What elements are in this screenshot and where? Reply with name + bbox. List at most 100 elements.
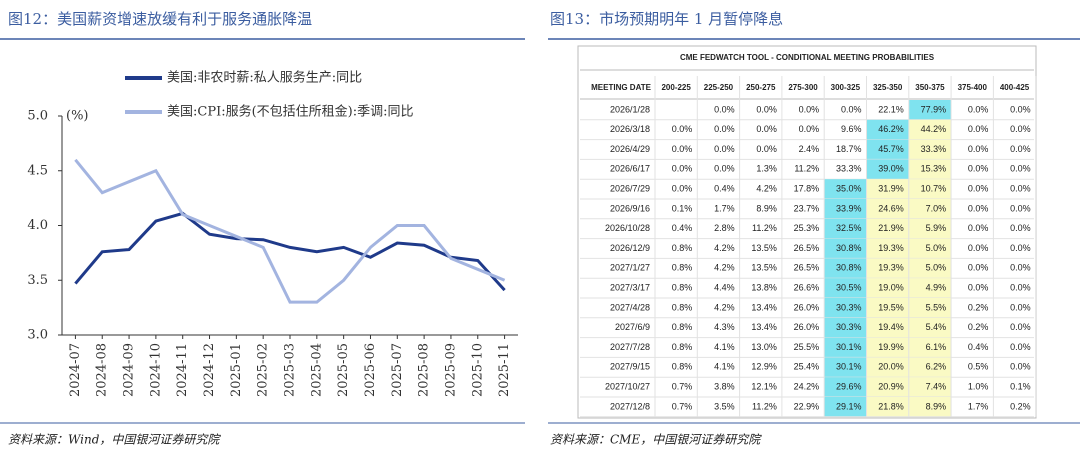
cell-highlight bbox=[866, 337, 909, 358]
series-line bbox=[74, 211, 506, 292]
cell: 19.3% bbox=[878, 243, 904, 253]
cell: 3.8% bbox=[714, 381, 735, 391]
row-date: 2026/1/28 bbox=[610, 104, 650, 114]
table-frame bbox=[577, 45, 1037, 419]
cell-highlight bbox=[908, 139, 952, 160]
cell-highlight bbox=[908, 159, 952, 180]
cell: 45.7% bbox=[878, 144, 904, 154]
header-cell: 200-225 bbox=[661, 83, 691, 92]
cell-highlight bbox=[824, 258, 867, 279]
cell: 0.0% bbox=[1010, 164, 1031, 174]
x-tick-label: 2024-07 bbox=[68, 343, 83, 397]
cell: 0.1% bbox=[1010, 381, 1031, 391]
cell: 0.8% bbox=[672, 302, 693, 312]
cell: 0.8% bbox=[672, 322, 693, 332]
cell-highlight bbox=[866, 397, 909, 417]
cell-highlight bbox=[866, 119, 909, 140]
x-tick-label: 2025-07 bbox=[390, 343, 405, 397]
cell: 46.2% bbox=[878, 124, 904, 134]
cell: 0.0% bbox=[1010, 104, 1031, 114]
cell: 12.1% bbox=[751, 381, 777, 391]
cell: 18.7% bbox=[836, 144, 862, 154]
cell-highlight bbox=[824, 238, 867, 259]
cell: 29.1% bbox=[836, 401, 862, 411]
cell: 21.9% bbox=[878, 223, 904, 233]
cell: 24.6% bbox=[878, 203, 904, 213]
x-tick-label: 2025-04 bbox=[309, 343, 324, 397]
cell: 0.2% bbox=[968, 302, 989, 312]
cell: 4.4% bbox=[714, 282, 735, 292]
cell: 0.0% bbox=[968, 183, 989, 193]
cell: 0.0% bbox=[1010, 144, 1031, 154]
cell: 0.0% bbox=[756, 124, 777, 134]
cell: 11.2% bbox=[752, 401, 777, 411]
cell: 25.4% bbox=[794, 362, 820, 372]
row-date: 2027/1/27 bbox=[610, 263, 650, 273]
cell: 24.2% bbox=[794, 381, 820, 391]
cell: 0.0% bbox=[799, 104, 820, 114]
x-tick-label: 2024-11 bbox=[175, 343, 190, 397]
cell: 33.9% bbox=[836, 203, 862, 213]
cell: 11.2% bbox=[794, 164, 819, 174]
row-date: 2027/4/28 bbox=[610, 302, 650, 312]
cell: 0.2% bbox=[1010, 401, 1031, 411]
cell: 20.9% bbox=[878, 381, 904, 391]
header-cell: 375-400 bbox=[958, 83, 988, 92]
cell: 13.5% bbox=[751, 263, 777, 273]
cell-highlight bbox=[908, 119, 952, 140]
cell: 26.5% bbox=[794, 263, 820, 273]
cell: 21.8% bbox=[878, 401, 904, 411]
cell: 5.0% bbox=[926, 263, 947, 273]
legend-label: 美国:非农时薪:私人服务生产:同比 bbox=[167, 70, 362, 86]
cell-highlight bbox=[908, 218, 952, 239]
row-date: 2027/7/28 bbox=[610, 342, 650, 352]
cell: 13.0% bbox=[751, 342, 777, 352]
cell: 25.5% bbox=[794, 342, 820, 352]
cell: 0.0% bbox=[672, 183, 693, 193]
cell: 13.5% bbox=[751, 243, 777, 253]
row-date: 2027/10/27 bbox=[605, 381, 650, 391]
cell: 26.5% bbox=[794, 243, 820, 253]
cell: 0.0% bbox=[1010, 243, 1031, 253]
cell: 35.0% bbox=[836, 183, 862, 193]
cell: 0.8% bbox=[672, 342, 693, 352]
cell: 26.0% bbox=[794, 322, 820, 332]
cell: 13.8% bbox=[751, 282, 777, 292]
cell: 26.6% bbox=[794, 282, 820, 292]
cell: 0.0% bbox=[1010, 342, 1031, 352]
cell: 0.0% bbox=[968, 144, 989, 154]
cell: 0.5% bbox=[968, 362, 989, 372]
cell: 0.0% bbox=[841, 104, 862, 114]
cell-highlight bbox=[824, 218, 867, 239]
cell: 0.0% bbox=[968, 104, 989, 114]
cell: 0.8% bbox=[672, 362, 693, 372]
cell: 6.1% bbox=[926, 342, 947, 352]
x-tick-label: 2025-10 bbox=[470, 343, 485, 397]
cell: 8.9% bbox=[756, 203, 777, 213]
cell-highlight bbox=[866, 179, 909, 199]
x-tick-label: 2024-08 bbox=[95, 343, 110, 397]
x-tick-label: 2025-05 bbox=[336, 343, 351, 397]
cell: 29.6% bbox=[836, 381, 862, 391]
cell: 15.3% bbox=[921, 164, 947, 174]
cell: 0.0% bbox=[1010, 124, 1031, 134]
chart-source: 资料来源：Wind，中国银河证券研究院 bbox=[8, 433, 221, 447]
cell: 19.0% bbox=[878, 282, 904, 292]
cell: 5.0% bbox=[926, 243, 947, 253]
cell: 0.0% bbox=[756, 144, 777, 154]
cell: 4.2% bbox=[756, 183, 777, 193]
row-date: 2026/12/9 bbox=[610, 243, 650, 253]
cell-highlight bbox=[866, 258, 909, 279]
cell: 30.3% bbox=[836, 302, 862, 312]
cell: 0.0% bbox=[714, 164, 735, 174]
row-date: 2026/3/18 bbox=[610, 124, 650, 134]
x-tick-label: 2025-08 bbox=[417, 343, 432, 397]
header-cell: 250-275 bbox=[746, 83, 776, 92]
cell: 32.5% bbox=[836, 223, 862, 233]
cell: 0.0% bbox=[1010, 282, 1031, 292]
cell-highlight bbox=[866, 298, 909, 318]
cell: 6.2% bbox=[926, 362, 947, 372]
cell-highlight bbox=[908, 179, 952, 199]
cell-highlight bbox=[908, 397, 952, 417]
cell: 0.0% bbox=[672, 144, 693, 154]
